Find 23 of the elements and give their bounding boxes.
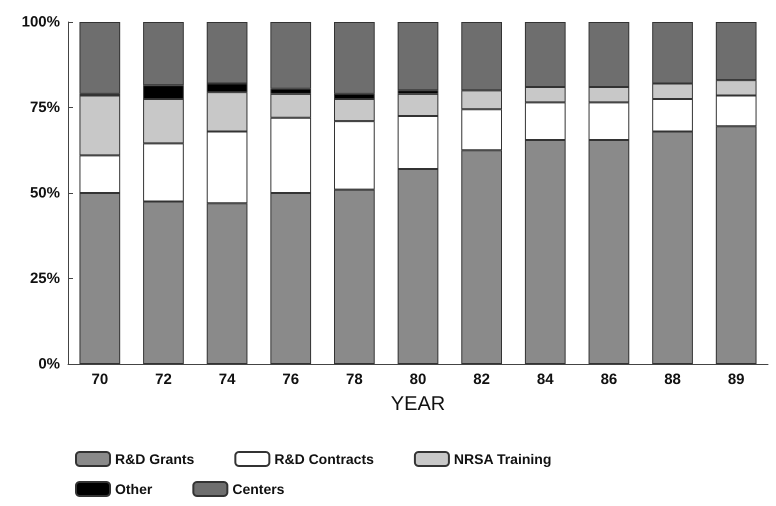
x-tick-label: 72 [155,371,172,388]
y-tick-label: 25% [30,270,60,287]
x-tick-label: 70 [91,371,108,388]
x-tick-label: 74 [218,371,236,388]
x-tick-label: 82 [473,371,490,388]
y-tick-label: 75% [30,99,60,116]
y-tick-label: 0% [38,356,60,372]
x-axis-title: YEAR [390,393,446,415]
x-tick-label: 89 [728,371,745,388]
y-tick-label: 100% [22,14,60,30]
legend-label: Centers [232,481,285,497]
legend-label: R&D Contracts [274,451,374,467]
x-tick-label: 86 [600,371,618,388]
x-tick-label: 76 [282,371,300,388]
x-tick-label: 84 [536,371,554,388]
bar [398,22,438,90]
x-tick-label: 88 [664,371,681,388]
legend-label: R&D Grants [115,451,195,467]
x-tick-label: 78 [346,371,363,388]
y-tick-label: 50% [30,184,60,202]
x-tick-label: 80 [410,371,426,388]
legend-label: NRSA Training [454,451,552,467]
legend-label: Other [115,481,153,497]
